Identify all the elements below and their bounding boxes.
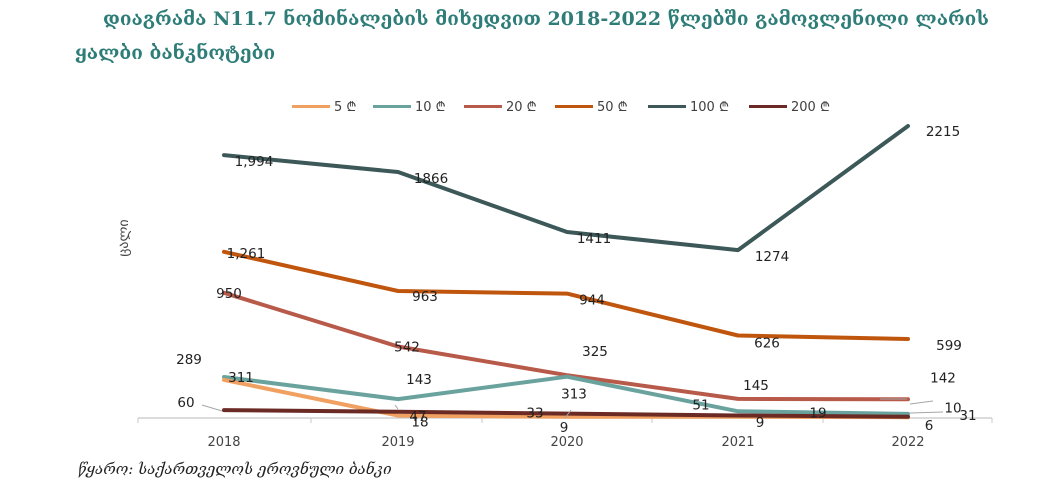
- data-label-s20-2018: 950: [216, 286, 242, 302]
- data-label-s100-2018: 1,994: [235, 154, 274, 170]
- data-label-s50-2020: 944: [579, 293, 605, 309]
- x-tick-label-2022: 2022: [891, 435, 924, 450]
- data-label-s50-2022: 599: [936, 338, 962, 354]
- legend-swatch-50: [555, 104, 593, 108]
- legend-label-10: 10 ₾: [415, 100, 446, 115]
- data-label-s200-2021: 19: [809, 406, 826, 422]
- data-label-s200-2018: 60: [177, 395, 194, 411]
- legend-swatch-10: [373, 104, 411, 108]
- x-tick-label-2020: 2020: [550, 435, 583, 450]
- data-label-s20-2020: 325: [582, 344, 608, 360]
- series-line-s20: [222, 290, 910, 402]
- label-leader-line: [394, 404, 399, 410]
- legend-item-10: 10 ₾: [373, 96, 446, 116]
- x-tick-label-2021: 2021: [721, 435, 754, 450]
- x-tick-label-2018: 2018: [207, 435, 240, 450]
- label-leader-line: [564, 409, 572, 419]
- legend-label-50: 50 ₾: [597, 100, 628, 115]
- legend-swatch-100: [648, 104, 686, 108]
- legend-item-5: 5 ₾: [292, 96, 356, 116]
- data-label-s200-2022: 10: [944, 401, 961, 417]
- data-label-s5-2019: 18: [411, 415, 428, 431]
- x-tick-label-2019: 2019: [381, 435, 414, 450]
- data-label-s10-2021: 51: [692, 397, 709, 413]
- data-label-s20-2019: 542: [394, 340, 420, 356]
- label-leader-line: [909, 400, 934, 405]
- data-label-s200-2019: 47: [409, 409, 426, 425]
- legend-item-200: 200 ₾: [749, 96, 830, 116]
- source-note: წყარო: საქართველოს ეროვნული ბანკი: [78, 460, 392, 478]
- legend-label-20: 20 ₾: [506, 100, 537, 115]
- legend-label-5: 5 ₾: [334, 100, 357, 115]
- legend-swatch-20: [464, 104, 502, 108]
- label-leader-line: [201, 404, 223, 412]
- legend-label-200: 200 ₾: [791, 100, 830, 115]
- legend-item-100: 100 ₾: [648, 96, 729, 116]
- data-label-s20-2022: 142: [930, 370, 956, 386]
- data-label-s100-2020: 1411: [577, 231, 611, 247]
- data-label-s50-2018: 1,261: [227, 246, 266, 262]
- data-label-s50-2019: 963: [412, 289, 438, 305]
- data-label-s10-2022: 31: [959, 408, 976, 424]
- data-label-s10-2020: 313: [561, 387, 587, 403]
- legend-item-20: 20 ₾: [464, 96, 537, 116]
- series-line-s100: [222, 124, 910, 253]
- data-label-s5-2018: 289: [176, 352, 202, 368]
- data-label-s5-2021: 9: [756, 415, 765, 431]
- data-label-s100-2022: 2215: [926, 124, 960, 140]
- legend-swatch-5: [292, 104, 330, 108]
- chart-title: დიაგრამა N11.7 ნომინალების მიხედვით 2018…: [75, 8, 989, 64]
- label-leader-line: [909, 411, 944, 414]
- legend-item-50: 50 ₾: [555, 96, 628, 116]
- data-label-s5-2022: 6: [925, 418, 934, 434]
- data-label-s100-2021: 1274: [755, 249, 789, 265]
- legend: 5 ₾ 10 ₾ 20 ₾ 50 ₾ 100 ₾ 200 ₾: [0, 96, 1062, 116]
- data-label-s5-2020: 9: [560, 420, 569, 436]
- legend-label-100: 100 ₾: [690, 100, 729, 115]
- y-axis-label: ცალი: [116, 219, 132, 256]
- data-label-s20-2021: 145: [743, 378, 769, 394]
- legend-swatch-200: [749, 104, 787, 108]
- data-label-s200-2020: 33: [526, 406, 543, 422]
- data-label-s50-2021: 626: [754, 336, 780, 352]
- data-label-s10-2019: 143: [406, 372, 432, 388]
- data-label-s10-2018: 311: [228, 370, 254, 386]
- data-label-s100-2019: 1866: [414, 171, 448, 187]
